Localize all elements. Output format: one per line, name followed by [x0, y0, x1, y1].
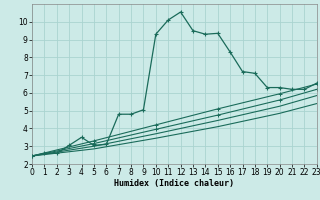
X-axis label: Humidex (Indice chaleur): Humidex (Indice chaleur): [115, 179, 234, 188]
